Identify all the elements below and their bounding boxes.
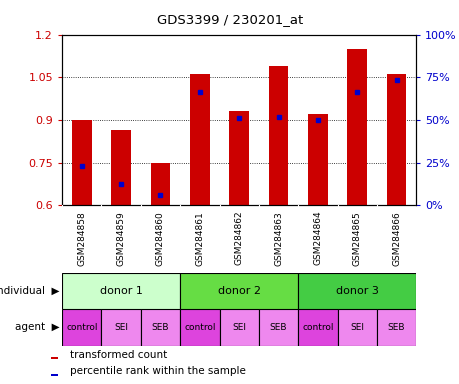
Text: donor 1: donor 1 xyxy=(100,286,142,296)
Text: GSM284859: GSM284859 xyxy=(117,211,125,266)
Bar xyxy=(347,49,366,205)
Text: control: control xyxy=(66,323,97,332)
Bar xyxy=(50,357,57,359)
Bar xyxy=(101,309,140,346)
Bar xyxy=(62,273,180,309)
Bar xyxy=(180,273,297,309)
Text: GSM284858: GSM284858 xyxy=(77,211,86,266)
Text: control: control xyxy=(184,323,215,332)
Text: donor 2: donor 2 xyxy=(217,286,260,296)
Text: GSM284862: GSM284862 xyxy=(234,211,243,265)
Text: donor 3: donor 3 xyxy=(335,286,378,296)
Bar xyxy=(386,74,406,205)
Text: GSM284865: GSM284865 xyxy=(352,211,361,266)
Text: SEI: SEI xyxy=(349,323,364,332)
Text: GSM284861: GSM284861 xyxy=(195,211,204,266)
Bar xyxy=(308,114,327,205)
Bar xyxy=(229,111,248,205)
Bar xyxy=(111,130,131,205)
Text: GSM284864: GSM284864 xyxy=(313,211,322,265)
Bar xyxy=(151,163,170,205)
Bar xyxy=(190,74,209,205)
Bar xyxy=(62,309,101,346)
Bar xyxy=(72,120,91,205)
Text: control: control xyxy=(302,323,333,332)
Bar xyxy=(337,309,376,346)
Text: SEB: SEB xyxy=(269,323,287,332)
Bar xyxy=(297,309,337,346)
Bar xyxy=(50,374,57,376)
Text: agent  ▶: agent ▶ xyxy=(15,322,60,333)
Text: SEB: SEB xyxy=(151,323,169,332)
Text: GSM284860: GSM284860 xyxy=(156,211,165,266)
Text: GDS3399 / 230201_at: GDS3399 / 230201_at xyxy=(157,13,302,26)
Text: GSM284863: GSM284863 xyxy=(274,211,282,266)
Text: GSM284866: GSM284866 xyxy=(391,211,400,266)
Text: percentile rank within the sample: percentile rank within the sample xyxy=(70,366,246,376)
Bar xyxy=(376,309,415,346)
Bar xyxy=(297,273,415,309)
Text: individual  ▶: individual ▶ xyxy=(0,286,60,296)
Text: transformed count: transformed count xyxy=(70,350,167,360)
Bar xyxy=(219,309,258,346)
Text: SEI: SEI xyxy=(232,323,246,332)
Bar xyxy=(268,66,288,205)
Text: SEB: SEB xyxy=(387,323,404,332)
Bar xyxy=(140,309,180,346)
Bar xyxy=(180,309,219,346)
Bar xyxy=(258,309,297,346)
Text: SEI: SEI xyxy=(114,323,128,332)
